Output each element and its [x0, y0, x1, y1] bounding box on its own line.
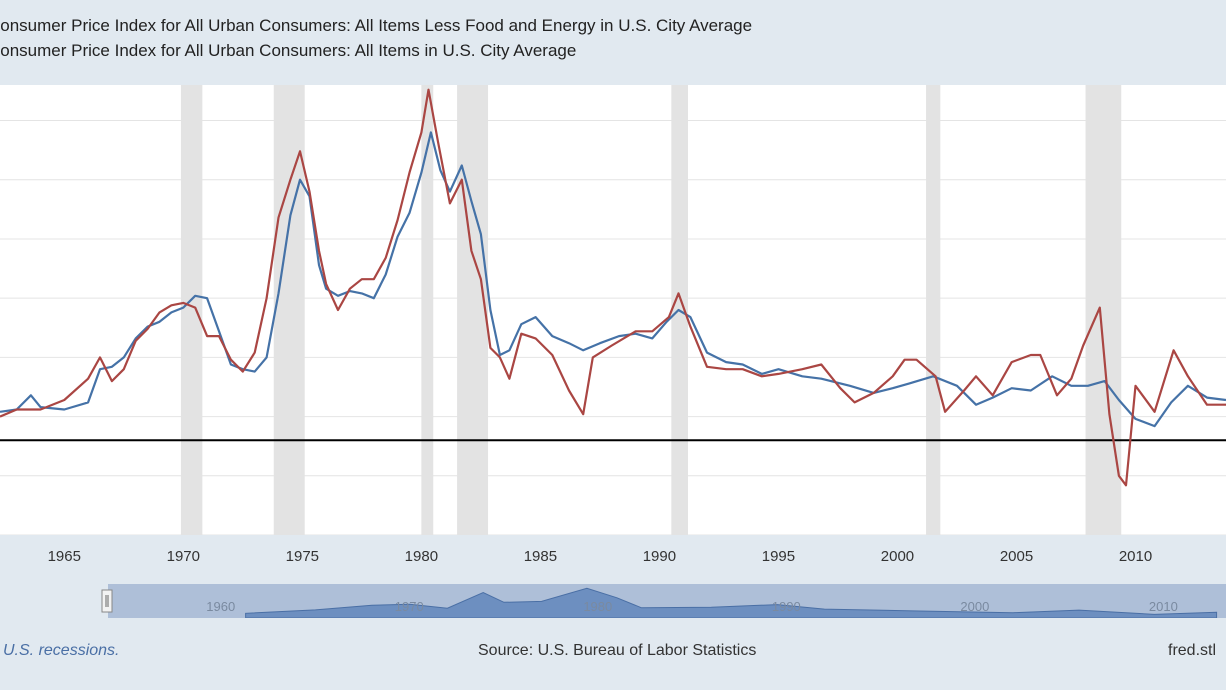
x-tick-label: 2000	[880, 548, 915, 565]
recession-band	[180, 85, 203, 535]
navigator-chart[interactable]: 1960 1970 1980 1990 2000 2010	[0, 584, 1226, 619]
recession-band	[421, 85, 434, 535]
recession-band	[273, 85, 305, 535]
x-tick-label: 2010	[1118, 548, 1153, 565]
site-link[interactable]: fred.stl	[1168, 642, 1217, 659]
recessions-note: U.S. recessions.	[3, 642, 120, 659]
x-tick-label: 1970	[166, 548, 200, 565]
recession-band	[1085, 85, 1122, 535]
navigator-label: 1990	[772, 599, 801, 614]
recession-band	[926, 85, 941, 535]
legend-item-core-cpi[interactable]: Consumer Price Index for All Urban Consu…	[0, 16, 753, 35]
recession-band	[457, 85, 489, 535]
navigator-label: 2010	[1149, 599, 1178, 614]
x-tick-label: 2005	[999, 548, 1034, 565]
navigator-area	[245, 587, 1218, 619]
x-tick-label: 1980	[404, 548, 439, 565]
x-tick-label: 1975	[285, 548, 320, 565]
range-navigator[interactable]: 1960 1970 1980 1990 2000 2010	[0, 584, 1226, 619]
x-tick-label: 1985	[523, 548, 558, 565]
source-note: Source: U.S. Bureau of Labor Statistics	[478, 642, 757, 659]
navigator-label: 2000	[960, 599, 989, 614]
series-line-all-items-cpi	[0, 88, 1226, 487]
navigator-handle[interactable]	[101, 589, 113, 613]
navigator-label: 1960	[206, 599, 235, 614]
series-line-core-cpi	[0, 131, 1226, 428]
x-axis	[0, 535, 1226, 580]
navigator-label: 1980	[583, 599, 612, 614]
legend-item-all-items-cpi[interactable]: Consumer Price Index for All Urban Consu…	[0, 41, 577, 60]
line-chart[interactable]	[0, 85, 1226, 536]
chart-legend: Consumer Price Index for All Urban Consu…	[0, 13, 752, 63]
x-tick-label: 1990	[642, 548, 677, 565]
x-tick-label: 1995	[761, 548, 796, 565]
plot-area	[0, 85, 1226, 536]
navigator-label: 1970	[395, 599, 424, 614]
x-tick-label: 1965	[47, 548, 81, 565]
